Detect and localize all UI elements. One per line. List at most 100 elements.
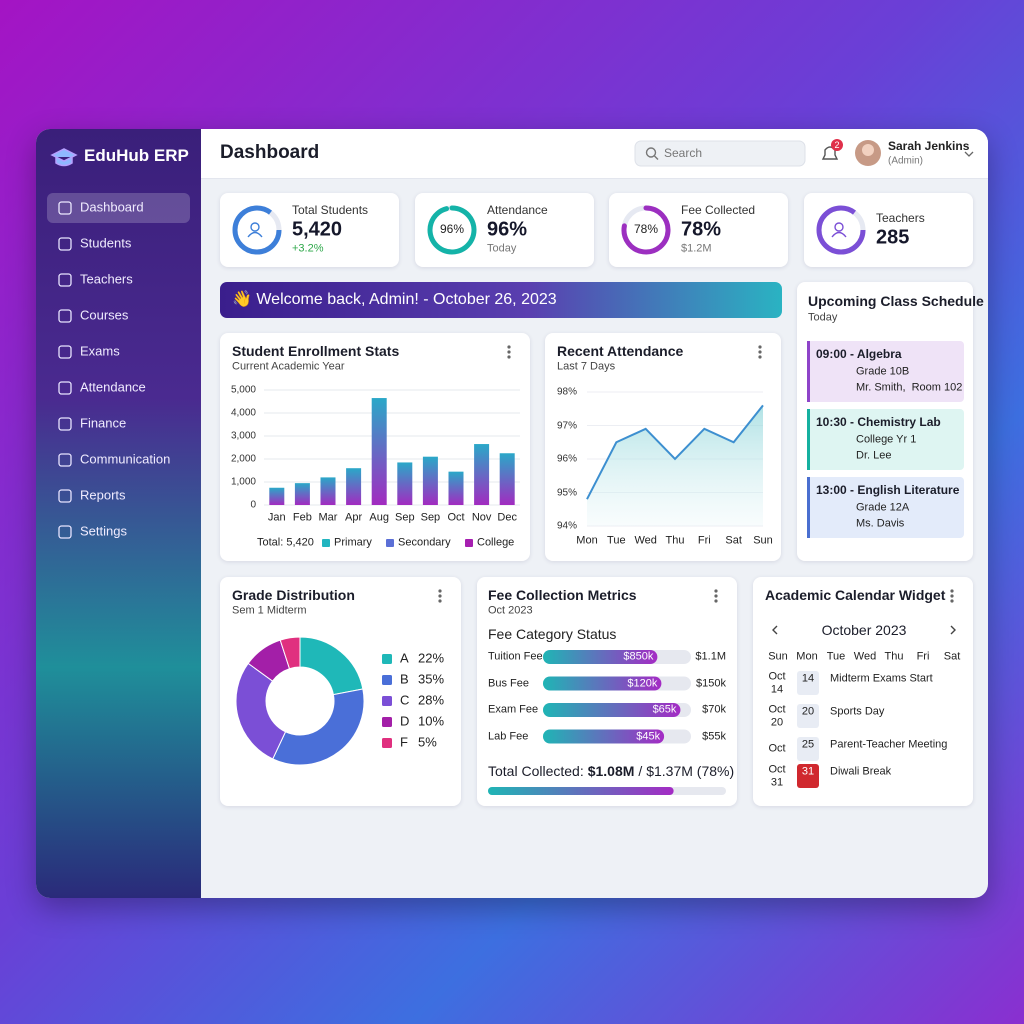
nav-item[interactable]: Finance <box>80 415 127 431</box>
month-label: October 2023 <box>821 621 907 638</box>
y-tick-label: 94% <box>556 520 577 532</box>
legend-swatch <box>465 539 473 547</box>
nav-item[interactable]: Courses <box>80 307 129 323</box>
event-label: Midterm Exams Start <box>830 672 933 685</box>
ring-decor <box>232 205 282 255</box>
page-title: Dashboard <box>220 142 320 164</box>
x-tick-label: Sun <box>753 534 773 547</box>
header: Dashboard Search 2 Sarah Jenkins (Admin) <box>201 129 988 179</box>
fee-label: Tuition Fee <box>488 650 543 663</box>
legend-swatch <box>382 696 392 706</box>
class-detail: College Yr 1 <box>856 433 917 446</box>
x-tick-label: Dec <box>497 511 517 524</box>
card-subtitle: Today <box>808 311 838 324</box>
calendar-card: Academic Calendar Widget October 2023 Sun M… <box>753 577 973 806</box>
nav-icon <box>58 525 72 539</box>
fee-value: $45k <box>636 730 661 743</box>
fee-label: Bus Fee <box>488 677 529 690</box>
avatar <box>862 144 874 156</box>
stat-sub: $1.2M <box>681 242 712 255</box>
ring-decor <box>816 205 866 255</box>
legend-label: Secondary <box>398 536 451 549</box>
more-icon <box>438 599 442 603</box>
search-placeholder[interactable]: Search <box>664 146 703 161</box>
fee-total: $150k <box>696 677 726 690</box>
value-label: 22% <box>418 650 445 666</box>
y-tick-label: 1,000 <box>230 476 256 488</box>
x-tick-label: Mon <box>576 534 598 547</box>
more-icon <box>758 345 762 349</box>
card-graphics <box>586 345 764 527</box>
more-icon <box>714 589 718 593</box>
bar <box>269 487 285 505</box>
class-detail: Grade 12A <box>856 501 910 514</box>
value-label: 10% <box>418 713 445 729</box>
class-accent <box>807 409 810 470</box>
legend-label: C <box>400 692 410 708</box>
nav-item[interactable]: Exams <box>80 343 120 359</box>
bar <box>499 453 515 505</box>
fees-card: Fee Collection Metrics Oct 2023 Fee Catego… <box>477 577 737 806</box>
x-tick-label: Oct <box>447 511 465 524</box>
x-tick-label: Nov <box>471 511 492 524</box>
nav-item[interactable]: Reports <box>80 487 126 503</box>
weekday: Thu <box>884 650 904 663</box>
x-tick-label: Aug <box>369 511 389 524</box>
event-date: Oct <box>768 742 786 755</box>
search-icon <box>654 155 659 160</box>
legend-swatch <box>386 539 394 547</box>
card-title: Student Enrollment Stats <box>232 342 400 359</box>
legend-swatch <box>382 654 392 664</box>
class-bg <box>807 409 964 470</box>
stat-label: Attendance <box>487 203 548 218</box>
stat-card: Teachers 285 <box>804 193 973 267</box>
nav-item[interactable]: Teachers <box>80 271 133 287</box>
nav-item[interactable]: Students <box>80 235 132 251</box>
event-label: Diwali Break <box>830 765 892 778</box>
more-icon <box>950 594 954 598</box>
legend-swatch <box>382 738 392 748</box>
value-label: 5% <box>418 734 437 750</box>
y-tick-label: 96% <box>556 453 577 465</box>
card-subtitle: Last 7 Days <box>557 360 616 373</box>
y-tick-label: 5,000 <box>230 384 256 396</box>
weekday: Tue <box>826 650 846 663</box>
nav-icon <box>58 417 72 431</box>
people-icon <box>834 222 844 232</box>
nav-icon <box>58 309 72 323</box>
people-icon <box>247 231 263 238</box>
donut-slice <box>272 688 365 766</box>
stat-label: Fee Collected <box>681 203 756 218</box>
sidebar-graphics <box>50 148 78 539</box>
nav-item[interactable]: Dashboard <box>80 199 144 215</box>
user-role: (Admin) <box>888 155 924 167</box>
stat-card: 78% Fee Collected 78% $1.2M <box>609 193 788 267</box>
weekday: Wed <box>853 650 877 663</box>
card-graphics <box>807 341 964 538</box>
x-tick-label: Thu <box>665 534 685 547</box>
fee-label: Lab Fee <box>488 730 529 743</box>
ring-label: 78% <box>633 222 659 237</box>
summary-label: Total Collected: <box>488 763 584 779</box>
nav-item[interactable]: Attendance <box>80 379 146 395</box>
card-graphics <box>232 205 282 255</box>
class-detail: Dr. Lee <box>856 449 892 462</box>
weekday: Fri <box>916 650 930 663</box>
sidebar: EduHub ERP Dashboard Students Teachers Cours… <box>36 129 201 898</box>
nav-item[interactable]: Settings <box>80 523 127 539</box>
event-day: 25 <box>801 738 815 751</box>
event-date: Oct 31 <box>768 763 786 788</box>
nav-item[interactable]: Communication <box>80 451 171 467</box>
nav-icon <box>58 345 72 359</box>
weekday: Sat <box>943 650 961 663</box>
weekday: Mon <box>796 650 818 663</box>
summary-rest: / $1.37M (78%) <box>638 763 735 779</box>
section-heading: Fee Category Status <box>488 625 617 642</box>
legend-label: B <box>400 671 409 687</box>
class-bg <box>807 341 964 402</box>
more-icon <box>507 350 511 354</box>
welcome-banner: 👋 Welcome back, Admin! - October 26, 202… <box>220 282 782 318</box>
day-box <box>797 671 819 695</box>
more-icon <box>438 594 442 598</box>
bar <box>320 477 336 505</box>
